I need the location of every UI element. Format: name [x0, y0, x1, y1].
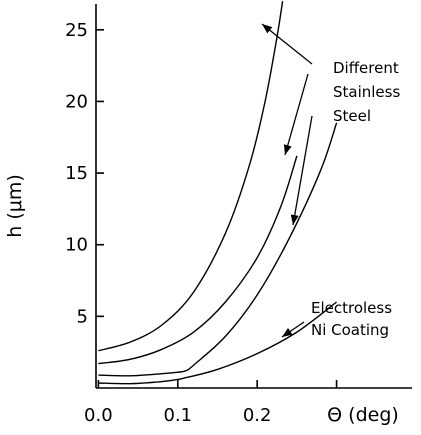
y-tick-label: 5: [77, 306, 88, 327]
x-tick-label: 0.0: [84, 405, 113, 426]
arrow-to-curve-1: [261, 23, 313, 65]
annotation-ni-line: Ni Coating: [311, 321, 389, 339]
curves: [98, 0, 338, 385]
y-tick-label: 25: [65, 20, 88, 41]
x-tick-label: 0.1: [163, 405, 192, 426]
axes: [95, 4, 412, 389]
x-tick-label: 0.2: [243, 405, 272, 426]
y-axis-title: h (μm): [4, 174, 26, 238]
series-line-4: [98, 301, 338, 385]
annotation-ni-line: Electroless: [311, 299, 392, 317]
arrow-to-curve-4-head: [282, 328, 293, 337]
series-line-3: [98, 122, 338, 377]
x-axis-title: Θ (deg): [327, 404, 399, 426]
y-tick-label: 20: [65, 91, 88, 112]
annotation-stainless-line: Steel: [333, 107, 371, 125]
arrow-to-curve-3-head: [290, 214, 299, 225]
labels: 5 10 15 20 25 0.0 0.1 0.2 Θ (deg) h (μm): [4, 20, 399, 426]
series-line-1: [98, 0, 284, 352]
arrow-to-curve-1-head: [262, 24, 273, 34]
arrow-to-curve-2-head: [283, 144, 292, 155]
arrow-to-curve-3: [292, 115, 313, 226]
annotation-stainless-line: Different: [333, 59, 399, 77]
series-line-2: [98, 155, 298, 365]
annotation-stainless-line: Stainless: [333, 83, 400, 101]
arrow-to-curve-2: [284, 73, 309, 156]
y-tick-label: 10: [65, 235, 88, 256]
y-tick-label: 15: [65, 163, 88, 184]
annotations: Different Stainless Steel Electroless Ni Coa…: [261, 23, 400, 339]
